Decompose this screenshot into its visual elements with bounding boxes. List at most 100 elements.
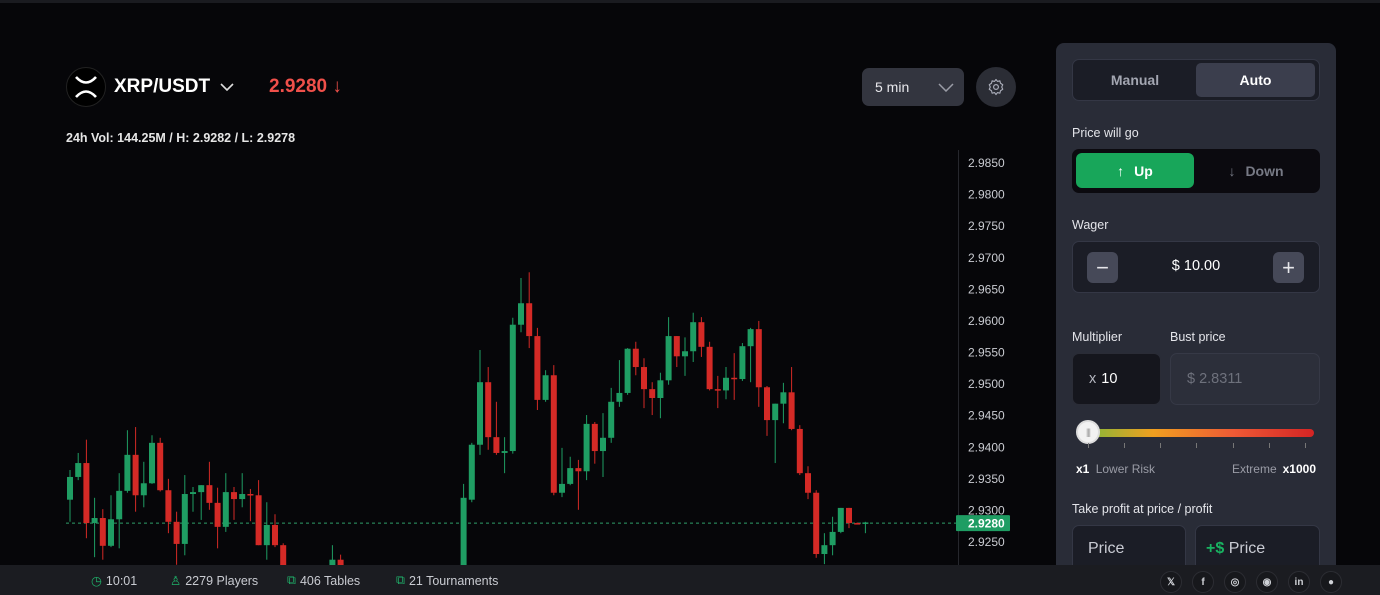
candle-up xyxy=(657,380,664,398)
candle-up xyxy=(518,303,524,325)
candle-down xyxy=(272,524,278,546)
candle-up xyxy=(468,444,475,500)
chevron-down-icon xyxy=(220,83,234,91)
multiplier-value: 10 xyxy=(1101,371,1118,387)
reddit-icon[interactable]: ● xyxy=(1320,571,1342,593)
facebook-icon[interactable]: f xyxy=(1192,571,1214,593)
candle-down xyxy=(550,375,557,493)
candle-up xyxy=(263,524,270,546)
user-icon: ♙ xyxy=(170,574,182,588)
tab-auto[interactable]: Auto xyxy=(1196,63,1315,97)
candle-up xyxy=(600,437,606,452)
decrease-wager-button[interactable]: − xyxy=(1087,252,1118,283)
candle-down xyxy=(534,336,541,400)
increase-wager-button[interactable]: + xyxy=(1273,252,1304,283)
candle-down xyxy=(805,473,811,493)
candle-up xyxy=(739,346,746,380)
y-tick-label: 2.9850 xyxy=(968,156,1005,170)
candle-up xyxy=(829,531,836,546)
chevron-down-icon xyxy=(938,82,954,92)
multiplier-input[interactable]: x 10 xyxy=(1072,353,1161,405)
pair-selector[interactable]: XRP/USDT xyxy=(114,76,234,98)
top-border xyxy=(0,0,1380,3)
candle-up xyxy=(501,451,508,453)
candle-down xyxy=(764,387,770,421)
min-multiplier: x1 xyxy=(1076,462,1090,476)
candle-up xyxy=(149,442,155,484)
tournaments-value: 21 Tournaments xyxy=(408,573,499,588)
candle-up xyxy=(460,497,467,565)
players-value: 2279 Players xyxy=(185,573,259,588)
tournaments-icon: ⧉ xyxy=(396,573,405,587)
plus-icon: + xyxy=(1282,254,1295,280)
wager-input[interactable]: − $ 10.00 + xyxy=(1072,241,1320,293)
y-tick-label: 2.9700 xyxy=(968,251,1005,265)
up-button[interactable]: ↑ Up xyxy=(1076,153,1194,188)
candle-up xyxy=(821,545,828,555)
y-tick-label: 2.9750 xyxy=(968,219,1005,233)
candle-down xyxy=(485,382,492,438)
players-count: ♙ 2279 Players xyxy=(170,573,259,589)
up-label: Up xyxy=(1134,162,1153,179)
y-tick-label: 2.9500 xyxy=(968,377,1005,391)
interval-select[interactable]: 5 min xyxy=(862,68,964,106)
candle-down xyxy=(854,523,861,525)
candle-down xyxy=(337,559,344,565)
slider-tick xyxy=(1196,443,1197,448)
direction-toggle: ↑ Up ↓ Down xyxy=(1072,149,1320,193)
candle-down xyxy=(846,507,852,524)
slider-tick xyxy=(1305,443,1306,448)
candle-up xyxy=(608,401,615,438)
down-label: Down xyxy=(1245,162,1284,179)
instagram-icon[interactable]: ◎ xyxy=(1224,571,1246,593)
candle-down xyxy=(132,454,139,496)
candle-up xyxy=(108,519,114,546)
candle-up xyxy=(723,377,729,391)
price-chart[interactable]: 2.9850 2.9800 2.9750 2.9700 2.9650 2.9600 2.95… xyxy=(0,150,1050,565)
candle-down xyxy=(788,392,795,429)
interval-value: 5 min xyxy=(875,79,910,95)
down-button[interactable]: ↓ Down xyxy=(1196,153,1316,188)
tournaments-count: ⧉ 21 Tournaments xyxy=(396,573,498,588)
bust-price-label: Bust price xyxy=(1170,330,1226,344)
risk-slider-track[interactable] xyxy=(1084,429,1314,437)
candle-up xyxy=(222,492,229,527)
discord-icon[interactable]: ◉ xyxy=(1256,571,1278,593)
candle-down xyxy=(649,389,656,398)
candle-down xyxy=(280,545,287,565)
settings-button[interactable] xyxy=(976,67,1016,107)
current-price: 2.9280 ↓ xyxy=(269,76,342,98)
gear-icon xyxy=(988,78,1004,96)
candle-up xyxy=(616,392,623,402)
risk-slider-handle[interactable]: ||| xyxy=(1076,420,1100,444)
candle-down xyxy=(255,495,262,546)
mode-tabs: Manual Auto xyxy=(1072,59,1320,101)
candle-down xyxy=(813,492,820,555)
candle-up xyxy=(116,490,123,520)
candle-down xyxy=(698,322,705,347)
candle-down xyxy=(214,502,221,527)
tables-value: 406 Tables xyxy=(299,573,361,588)
y-tick-label: 2.9300 xyxy=(968,503,1005,517)
candle-down xyxy=(706,346,713,390)
candle-up xyxy=(780,392,787,404)
lower-risk-label: Lower Risk xyxy=(1095,462,1156,476)
candle-up xyxy=(124,454,131,491)
candle-down xyxy=(157,442,164,491)
price-value: 2.9280 xyxy=(269,76,328,97)
tables-icon: ⧉ xyxy=(287,573,296,587)
candle-up xyxy=(862,522,869,524)
server-time: ◷ 10:01 xyxy=(91,573,137,589)
candle-down xyxy=(206,485,213,503)
candle-down xyxy=(714,389,721,391)
candle-up xyxy=(772,403,779,421)
tab-manual[interactable]: Manual xyxy=(1110,72,1160,88)
bust-price-field: $ 2.8311 xyxy=(1170,353,1320,405)
y-tick-label: 2.9250 xyxy=(968,535,1005,549)
current-price-badge xyxy=(956,515,1010,532)
x-icon[interactable]: 𝕏 xyxy=(1160,571,1182,593)
candle-up xyxy=(559,483,565,493)
linkedin-icon[interactable]: in xyxy=(1288,571,1310,593)
candle-down xyxy=(99,518,106,546)
xrp-logo-icon xyxy=(66,67,106,107)
